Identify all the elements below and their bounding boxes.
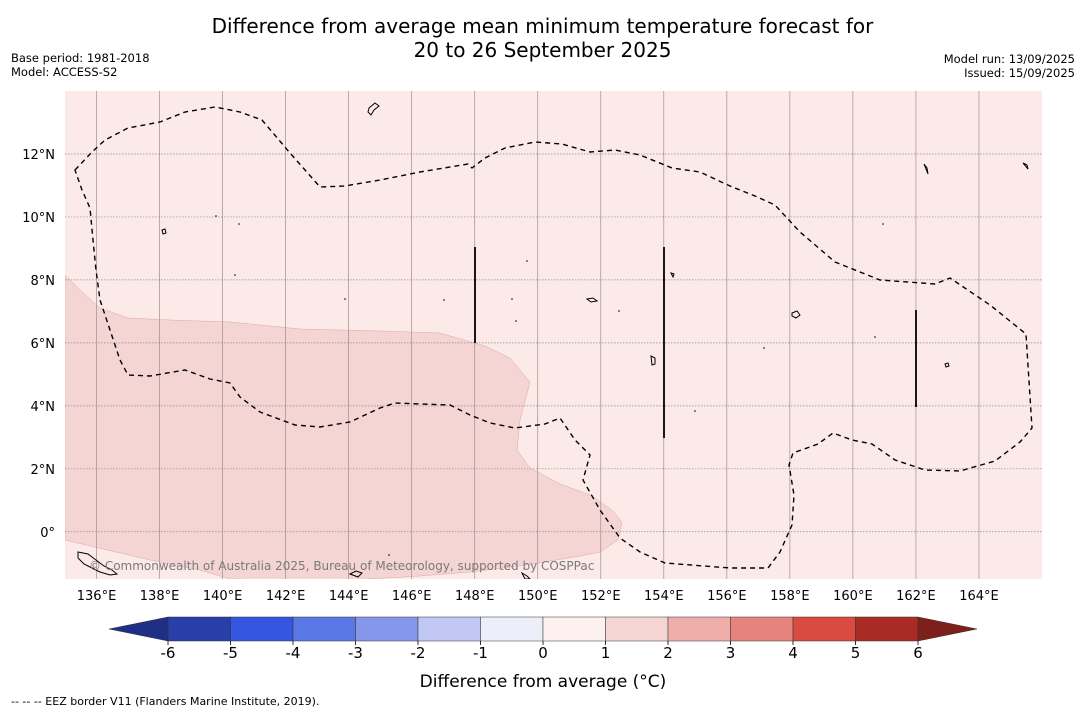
map-title: Difference from average mean minimum tem… [0, 14, 1085, 62]
island-new-ireland [520, 571, 531, 579]
colorbar-over-arrow [917, 616, 978, 642]
colorbar-tick-label: 5 [851, 644, 861, 662]
colorbar-cell [230, 616, 294, 642]
longitude-label: 156°E [707, 589, 747, 604]
longitude-label: 138°E [140, 589, 180, 604]
colorbar-cell [605, 616, 669, 642]
atoll [763, 347, 765, 349]
colorbar-cell [542, 616, 606, 642]
colorbar-tick-label: 2 [663, 644, 673, 662]
atoll [874, 336, 876, 338]
warmer-anomaly-region [65, 274, 623, 579]
colorbar-tick-label: -4 [286, 644, 301, 662]
atoll [526, 260, 528, 262]
atoll [511, 298, 513, 300]
colorbar: -6 -5 -4 -3 -2 -1 0 1 2 3 4 5 6 Difference from aver… [108, 616, 978, 692]
longitude-label: 164°E [959, 589, 999, 604]
longitude-label: 158°E [770, 589, 810, 604]
longitude-labels: 136°E 138°E 140°E 142°E 144°E 146°E 148°E 150°E… [77, 589, 999, 604]
island-chuuk [585, 297, 599, 303]
model-run: Model run: 13/09/2025 [943, 52, 1075, 66]
atoll [694, 410, 696, 412]
eez-solid-segments [474, 247, 917, 438]
colorbar-cell [355, 616, 419, 642]
map-panel: © Commonwealth of Australia 2025, Bureau… [65, 91, 1042, 579]
title-line-2: 20 to 26 September 2025 [413, 38, 672, 62]
latitude-label: 6°N [31, 337, 56, 352]
latitude-label: 10°N [22, 211, 55, 226]
island-manus [348, 570, 363, 578]
colorbar-cell [480, 616, 544, 642]
island-ujelang [923, 163, 929, 175]
title-line-1: Difference from average mean minimum tem… [211, 14, 874, 38]
atoll [238, 223, 240, 225]
longitude-label: 146°E [392, 589, 432, 604]
colorbar-ticks: -6 -5 -4 -3 -2 -1 0 1 2 3 4 5 6 [161, 641, 923, 662]
atoll [215, 215, 217, 217]
island-pohnpei [791, 310, 801, 319]
island-new-guinea-north [77, 551, 119, 576]
colorbar-cell [292, 616, 356, 642]
longitude-label: 136°E [77, 589, 117, 604]
atoll [344, 298, 346, 300]
colorbar-tick-label: -1 [473, 644, 488, 662]
colorbar-cell [167, 616, 231, 642]
colorbar-cell [792, 616, 856, 642]
atoll [618, 310, 620, 312]
colorbar-tick-label: 4 [788, 644, 798, 662]
eez-legend-note: -- -- -- EEZ border V11 (Flanders Marine… [11, 695, 320, 708]
atoll [515, 320, 517, 322]
copyright-notice: © Commonwealth of Australia 2025, Bureau… [89, 559, 594, 573]
colorbar-tick-label: -2 [411, 644, 426, 662]
latitude-label: 0° [40, 526, 55, 541]
latitude-labels: 12°N 10°N 8°N 6°N 4°N 2°N 0° [22, 148, 55, 541]
longitude-label: 152°E [581, 589, 621, 604]
longitude-label: 140°E [203, 589, 243, 604]
latitude-label: 8°N [31, 274, 56, 289]
base-period: Base period: 1981-2018 [11, 51, 150, 65]
atoll [443, 299, 445, 301]
longitude-label: 160°E [833, 589, 873, 604]
atoll [388, 554, 390, 556]
colorbar-cell [667, 616, 731, 642]
islands [77, 102, 1029, 579]
atoll [882, 223, 884, 225]
longitude-label: 154°E [644, 589, 684, 604]
colorbar-cells [167, 616, 919, 642]
longitude-label: 148°E [455, 589, 495, 604]
island-nukuoro [650, 355, 656, 366]
colorbar-cell [417, 616, 481, 642]
colorbar-tick-label: 1 [601, 644, 611, 662]
colorbar-title: Difference from average (°C) [420, 672, 667, 692]
colorbar-tick-label: 6 [913, 644, 923, 662]
run-info: Model run: 13/09/2025 Issued: 15/09/2025 [944, 52, 1075, 80]
colorbar-tick-label: -3 [348, 644, 363, 662]
colorbar-tick-label: 0 [538, 644, 548, 662]
island-kosrae [944, 362, 950, 368]
colorbar-tick-label: -5 [223, 644, 238, 662]
colorbar-tick-label: 3 [726, 644, 736, 662]
colorbar-cell [855, 616, 919, 642]
island-lukunor [670, 272, 675, 279]
longitude-label: 150°E [518, 589, 558, 604]
latitude-label: 4°N [31, 400, 56, 415]
atoll [234, 274, 236, 276]
island-ulithi [161, 228, 167, 235]
island-enewetak [1022, 162, 1029, 170]
island-farallon [367, 102, 380, 116]
issued-date: Issued: 15/09/2025 [964, 66, 1075, 80]
longitude-label: 142°E [266, 589, 306, 604]
colorbar-tick-label: -6 [161, 644, 176, 662]
small-atolls [215, 215, 884, 556]
colorbar-under-arrow [108, 616, 169, 642]
model-name: Model: ACCESS-S2 [11, 65, 118, 79]
latitude-label: 12°N [22, 148, 55, 163]
latitude-label: 2°N [31, 463, 56, 478]
longitude-label: 144°E [329, 589, 369, 604]
colorbar-cell [730, 616, 794, 642]
longitude-label: 162°E [896, 589, 936, 604]
model-info: Base period: 1981-2018 Model: ACCESS-S2 [11, 51, 150, 79]
